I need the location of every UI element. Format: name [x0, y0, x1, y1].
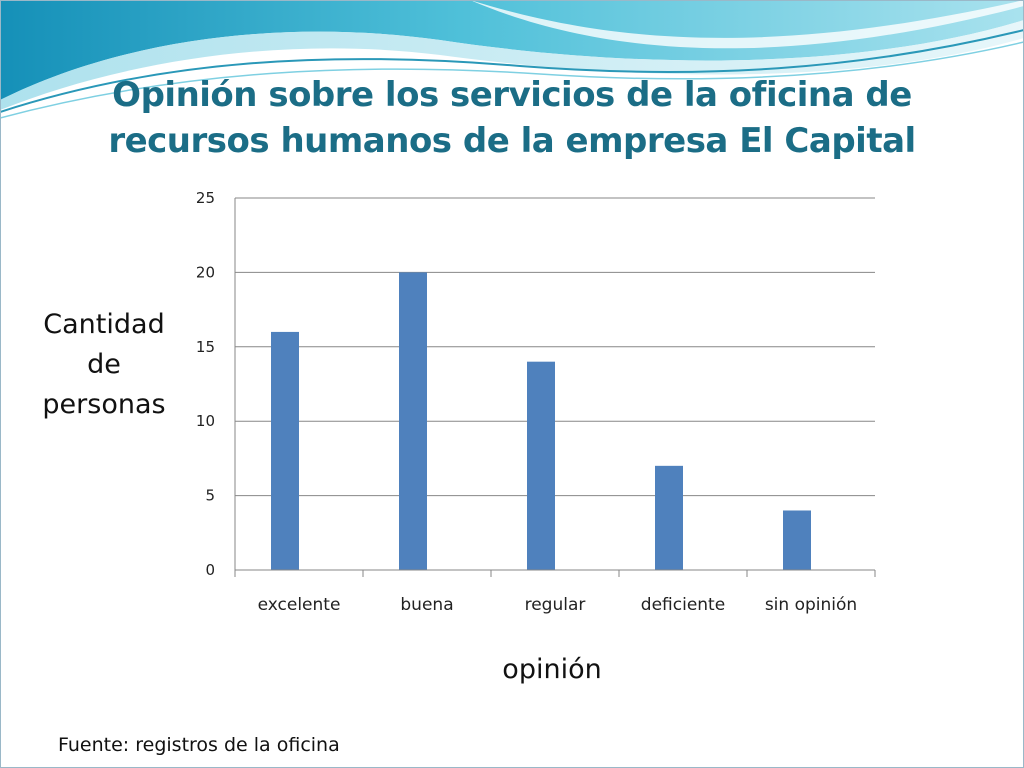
bar-sin-opinión — [783, 510, 811, 570]
y-tick-label: 10 — [196, 412, 215, 430]
x-category-label: buena — [400, 595, 453, 615]
chart-labels: 0 5 10 15 20 25 excelente buena regular deficient… — [196, 189, 857, 615]
chart-axes — [234, 198, 876, 577]
x-category-label: regular — [525, 595, 586, 615]
chart-bars — [271, 272, 811, 570]
x-category-label: deficiente — [641, 595, 725, 615]
x-category-label: sin opinión — [765, 595, 857, 615]
y-axis-title-line-3: personas — [42, 389, 166, 420]
y-tick-label: 25 — [196, 189, 215, 207]
x-axis-title: opinión — [502, 654, 602, 685]
bar-deficiente — [655, 465, 683, 570]
wave-header-decoration — [0, 0, 1024, 119]
x-category-label: excelente — [258, 595, 341, 615]
slide-title-line-2: recursos humanos de la empresa El Capita… — [108, 121, 916, 161]
slide-title-line-1: Opinión sobre los servicios de la oficin… — [112, 75, 912, 115]
bar-buena — [399, 272, 427, 570]
y-axis-title: Cantidad de personas — [30, 305, 178, 425]
y-tick-label: 20 — [196, 263, 215, 281]
y-axis-title-line-2: de — [87, 349, 121, 380]
y-tick-label: 5 — [205, 487, 215, 505]
slide-title: Opinión sobre los servicios de la oficin… — [40, 72, 984, 164]
bar-regular — [527, 361, 555, 570]
source-note: Fuente: registros de la oficina — [58, 734, 340, 756]
y-tick-label: 0 — [205, 561, 215, 579]
y-tick-label: 15 — [196, 338, 215, 356]
y-axis-title-line-1: Cantidad — [43, 309, 165, 340]
bar-excelente — [271, 331, 299, 570]
